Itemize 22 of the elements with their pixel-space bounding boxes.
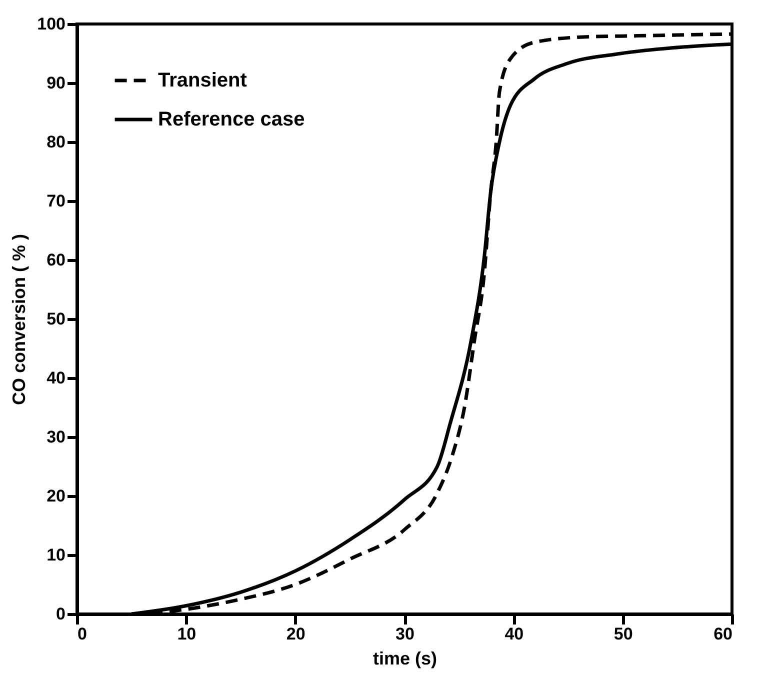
y-tick-label: 80 <box>46 132 66 152</box>
y-tick-label: 100 <box>37 14 66 34</box>
legend-label: Reference case <box>158 108 305 130</box>
x-axis-title: time (s) <box>372 648 438 668</box>
y-tick-label: 20 <box>46 486 66 506</box>
y-tick-label: 60 <box>46 250 66 270</box>
y-tick-label: 70 <box>46 192 66 210</box>
x-tick-label: 0 <box>78 624 87 644</box>
y-tick-label: 30 <box>46 428 66 446</box>
y-axis-title: CO conversion ( % ) <box>9 234 30 406</box>
y-tick-label: 50 <box>46 310 66 328</box>
x-tick-label: 50 <box>614 624 633 644</box>
y-tick-label: 10 <box>46 546 66 564</box>
y-tick-label: 40 <box>46 368 66 388</box>
x-tick-label: 40 <box>504 624 524 644</box>
x-tick-label: 30 <box>396 624 414 644</box>
y-tick-label: 0 <box>56 604 66 624</box>
y-tick-label: 90 <box>46 74 66 92</box>
x-tick-label: 10 <box>177 624 196 644</box>
x-tick-label: 60 <box>714 624 732 644</box>
x-tick-label: 20 <box>286 624 306 644</box>
legend-label: Transient <box>158 70 248 92</box>
